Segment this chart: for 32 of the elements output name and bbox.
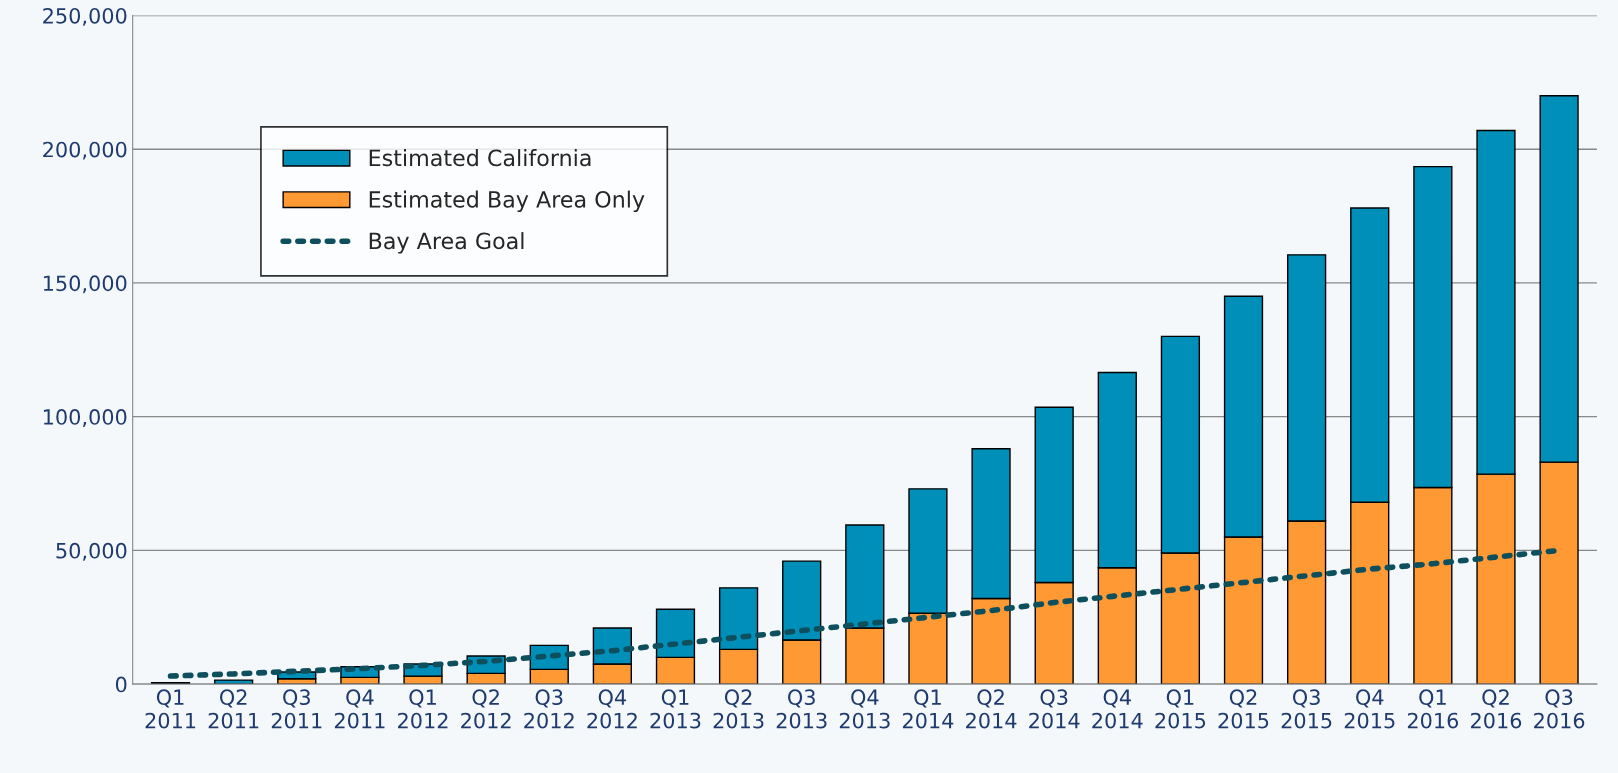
x-tick-label: Q2 2011 xyxy=(208,689,259,729)
x-tick-label: Q2 2012 xyxy=(461,689,511,729)
y-tick-label: 50,000 xyxy=(56,542,127,561)
x-tick-label: Q2 2013 xyxy=(713,689,764,729)
x-tick-label: Q2 2016 xyxy=(1471,689,1522,729)
x-tick-label: Q3 2011 xyxy=(271,689,322,729)
x-tick-label: Q2 2014 xyxy=(966,689,1017,729)
x-tick-label: Q4 2011 xyxy=(334,689,385,729)
x-tick-label: Q4 2014 xyxy=(1092,689,1143,729)
x-tick-label: Q1 2014 xyxy=(902,689,954,729)
x-tick-label: Q1 2013 xyxy=(650,689,701,729)
x-tick-label: Q4 2015 xyxy=(1344,689,1395,729)
x-tick-label: Q4 2013 xyxy=(839,689,890,729)
x-tick-label: Q4 2012 xyxy=(587,689,637,729)
x-tick-label: Q3 2014 xyxy=(1029,689,1080,729)
y-tick-label: 200,000 xyxy=(43,141,127,160)
legend-label: Estimated California xyxy=(369,149,591,167)
legend-label: Estimated Bay Area Only xyxy=(369,190,645,213)
x-tick-label: Q1 2016 xyxy=(1407,689,1459,729)
x-tick-label: Q2 2015 xyxy=(1218,689,1269,729)
x-tick-label: Q1 2012 xyxy=(398,689,448,729)
y-tick-label: 250,000 xyxy=(43,7,127,26)
x-tick-label: Q3 2012 xyxy=(524,689,574,729)
y-tick-label: 100,000 xyxy=(43,409,127,427)
x-tick-label: Q1 2015 xyxy=(1155,689,1206,729)
x-tick-label: Q3 2016 xyxy=(1534,689,1585,729)
legend-label: Bay Area Goal xyxy=(369,232,524,254)
x-tick-label: Q3 2013 xyxy=(776,689,827,729)
x-tick-label: Q3 2015 xyxy=(1281,689,1332,729)
x-tick-label: Q1 2011 xyxy=(145,689,196,729)
y-tick-label: 0 xyxy=(115,676,127,693)
y-tick-label: 150,000 xyxy=(43,275,127,294)
